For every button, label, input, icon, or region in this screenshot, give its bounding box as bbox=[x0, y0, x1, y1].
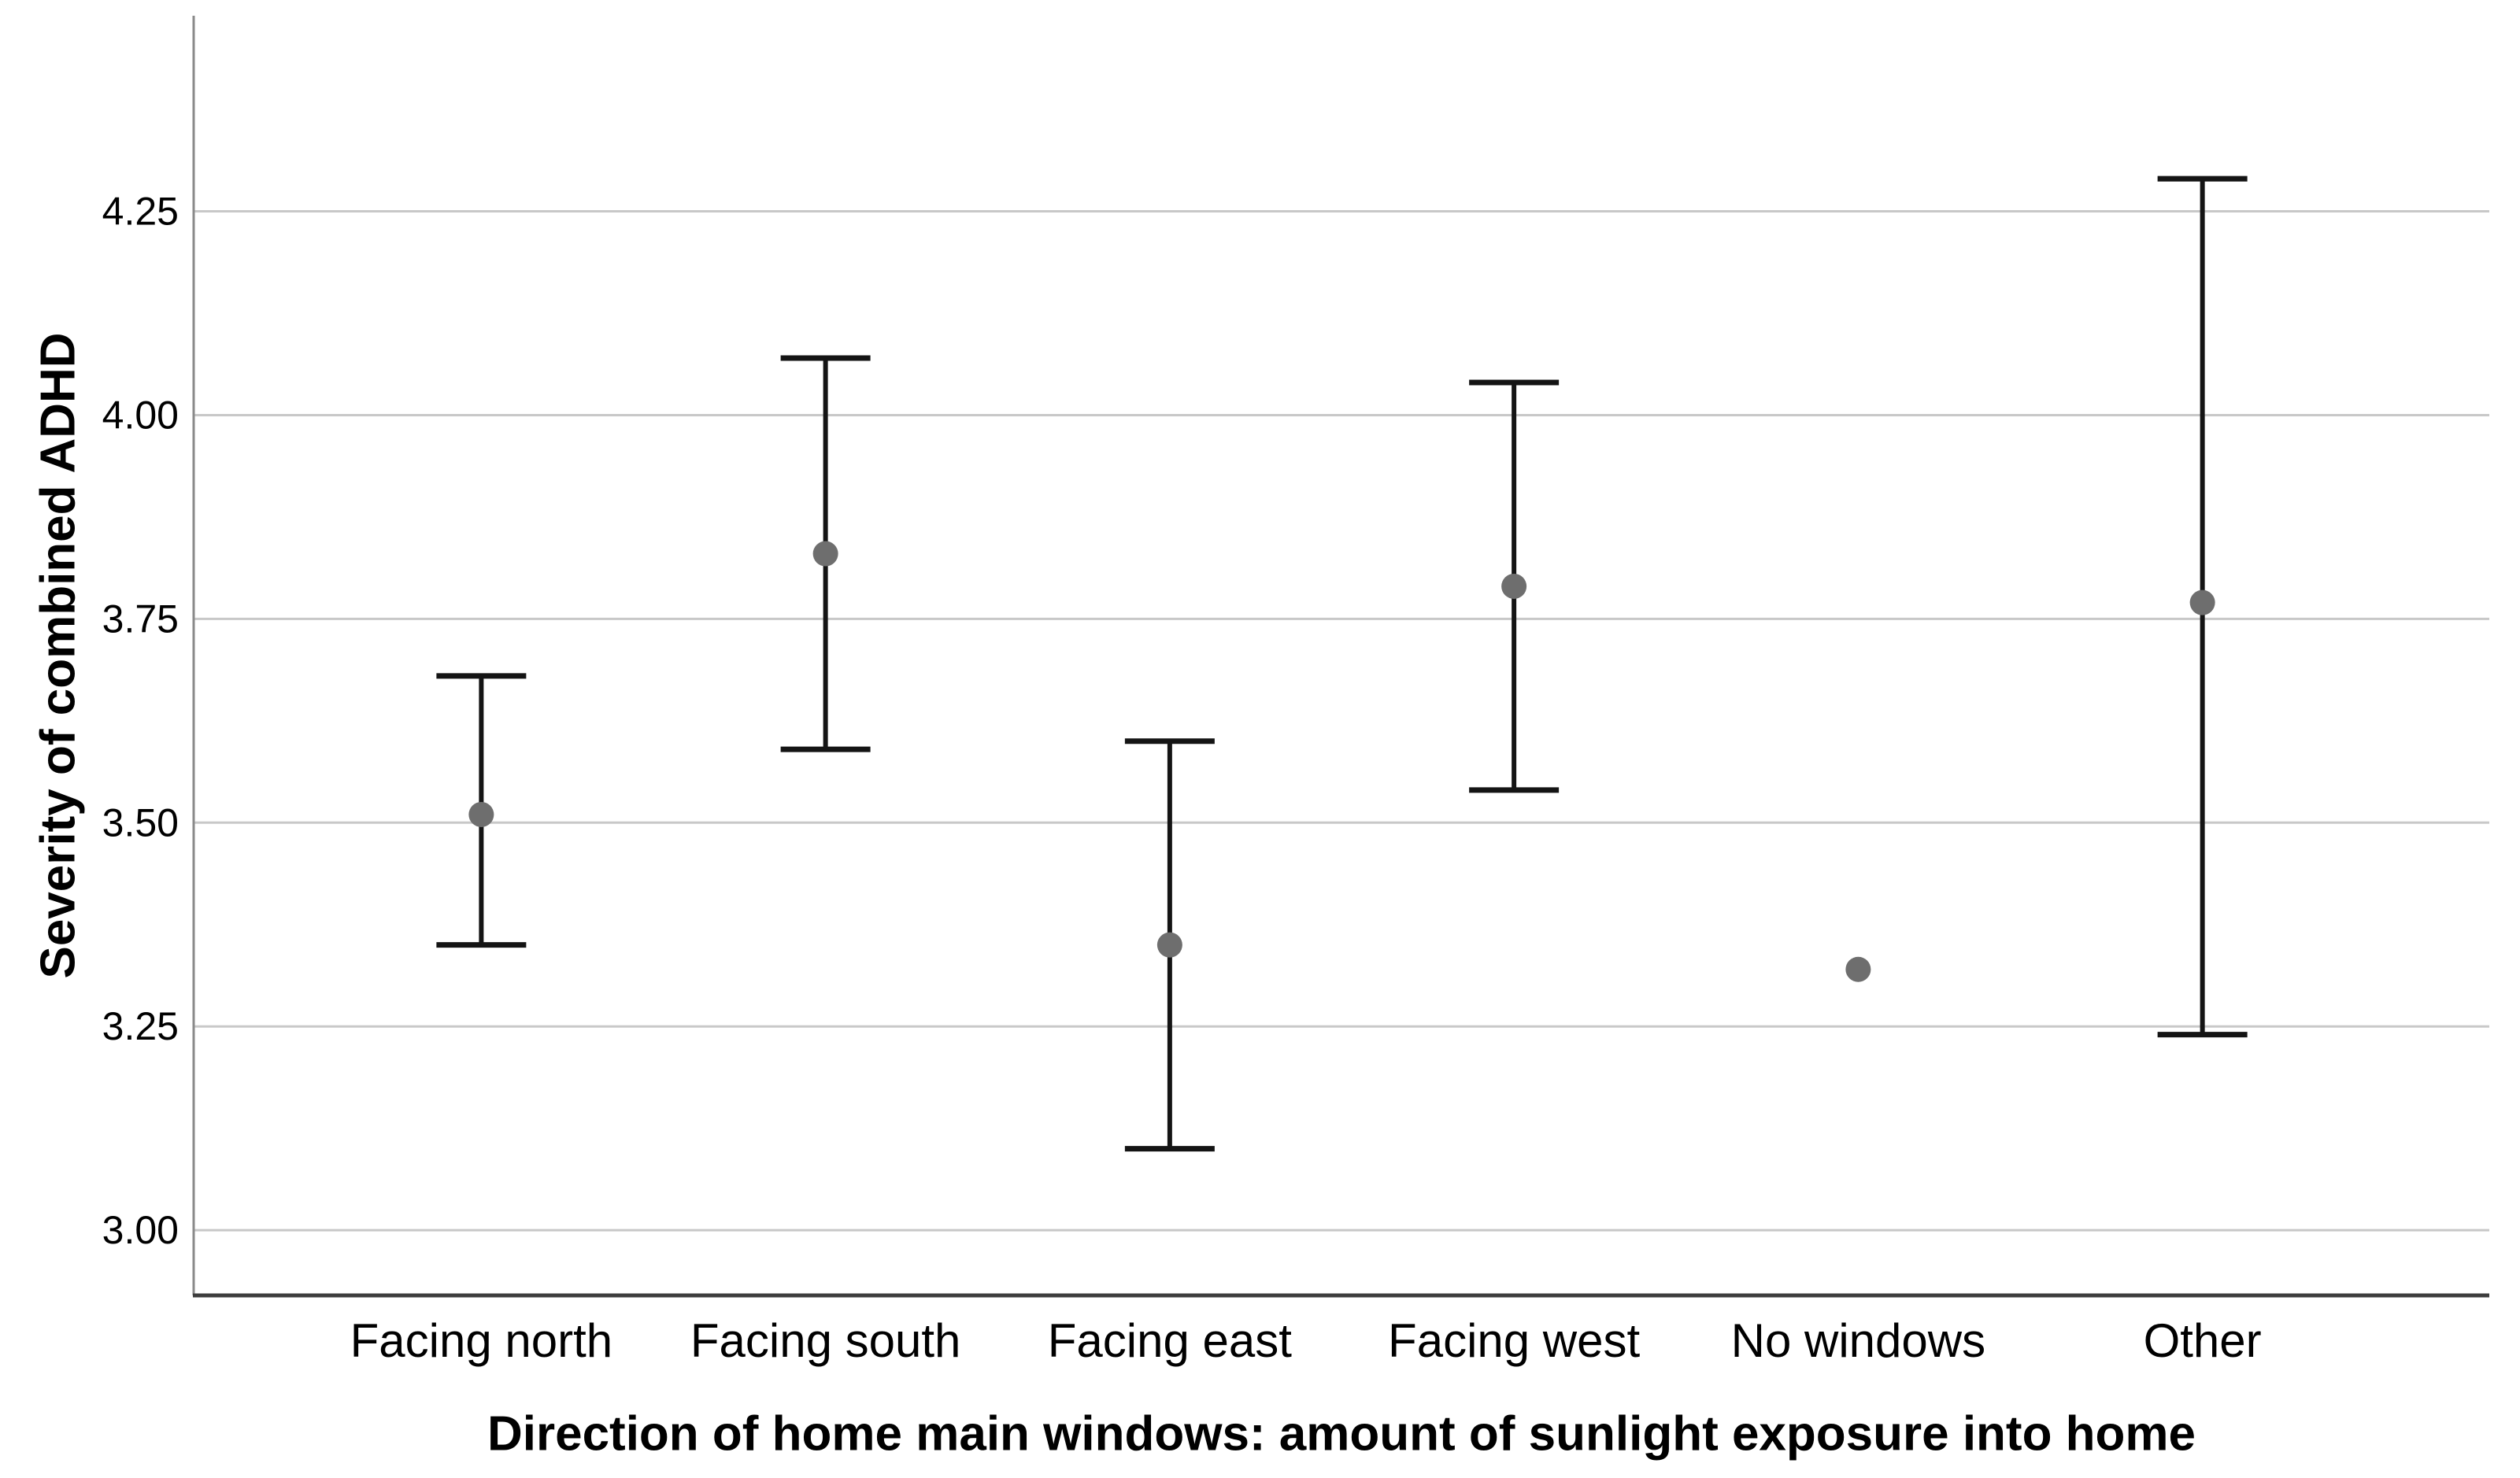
y-tick-label: 3.00 bbox=[102, 1208, 179, 1252]
mean-point bbox=[468, 801, 494, 827]
category-label: Other bbox=[2144, 1314, 2262, 1367]
category-label: No windows bbox=[1731, 1314, 1985, 1367]
y-axis-title: Severity of combined ADHD bbox=[31, 332, 86, 979]
mean-point bbox=[1845, 956, 1871, 982]
mean-point bbox=[2189, 589, 2215, 615]
mean-point bbox=[1501, 573, 1527, 599]
category-label: Facing north bbox=[350, 1314, 613, 1367]
category-label: Facing west bbox=[1388, 1314, 1640, 1367]
y-tick-label: 3.75 bbox=[102, 597, 179, 641]
y-tick-label: 4.25 bbox=[102, 190, 179, 234]
mean-point bbox=[1156, 932, 1182, 958]
category-label: Facing south bbox=[690, 1314, 961, 1367]
y-tick-label: 3.25 bbox=[102, 1004, 179, 1048]
category-label: Facing east bbox=[1048, 1314, 1292, 1367]
y-tick-label: 4.00 bbox=[102, 393, 179, 437]
mean-point bbox=[812, 541, 838, 567]
x-axis-title: Direction of home main windows: amount o… bbox=[487, 1406, 2196, 1461]
y-tick-label: 3.50 bbox=[102, 800, 179, 844]
